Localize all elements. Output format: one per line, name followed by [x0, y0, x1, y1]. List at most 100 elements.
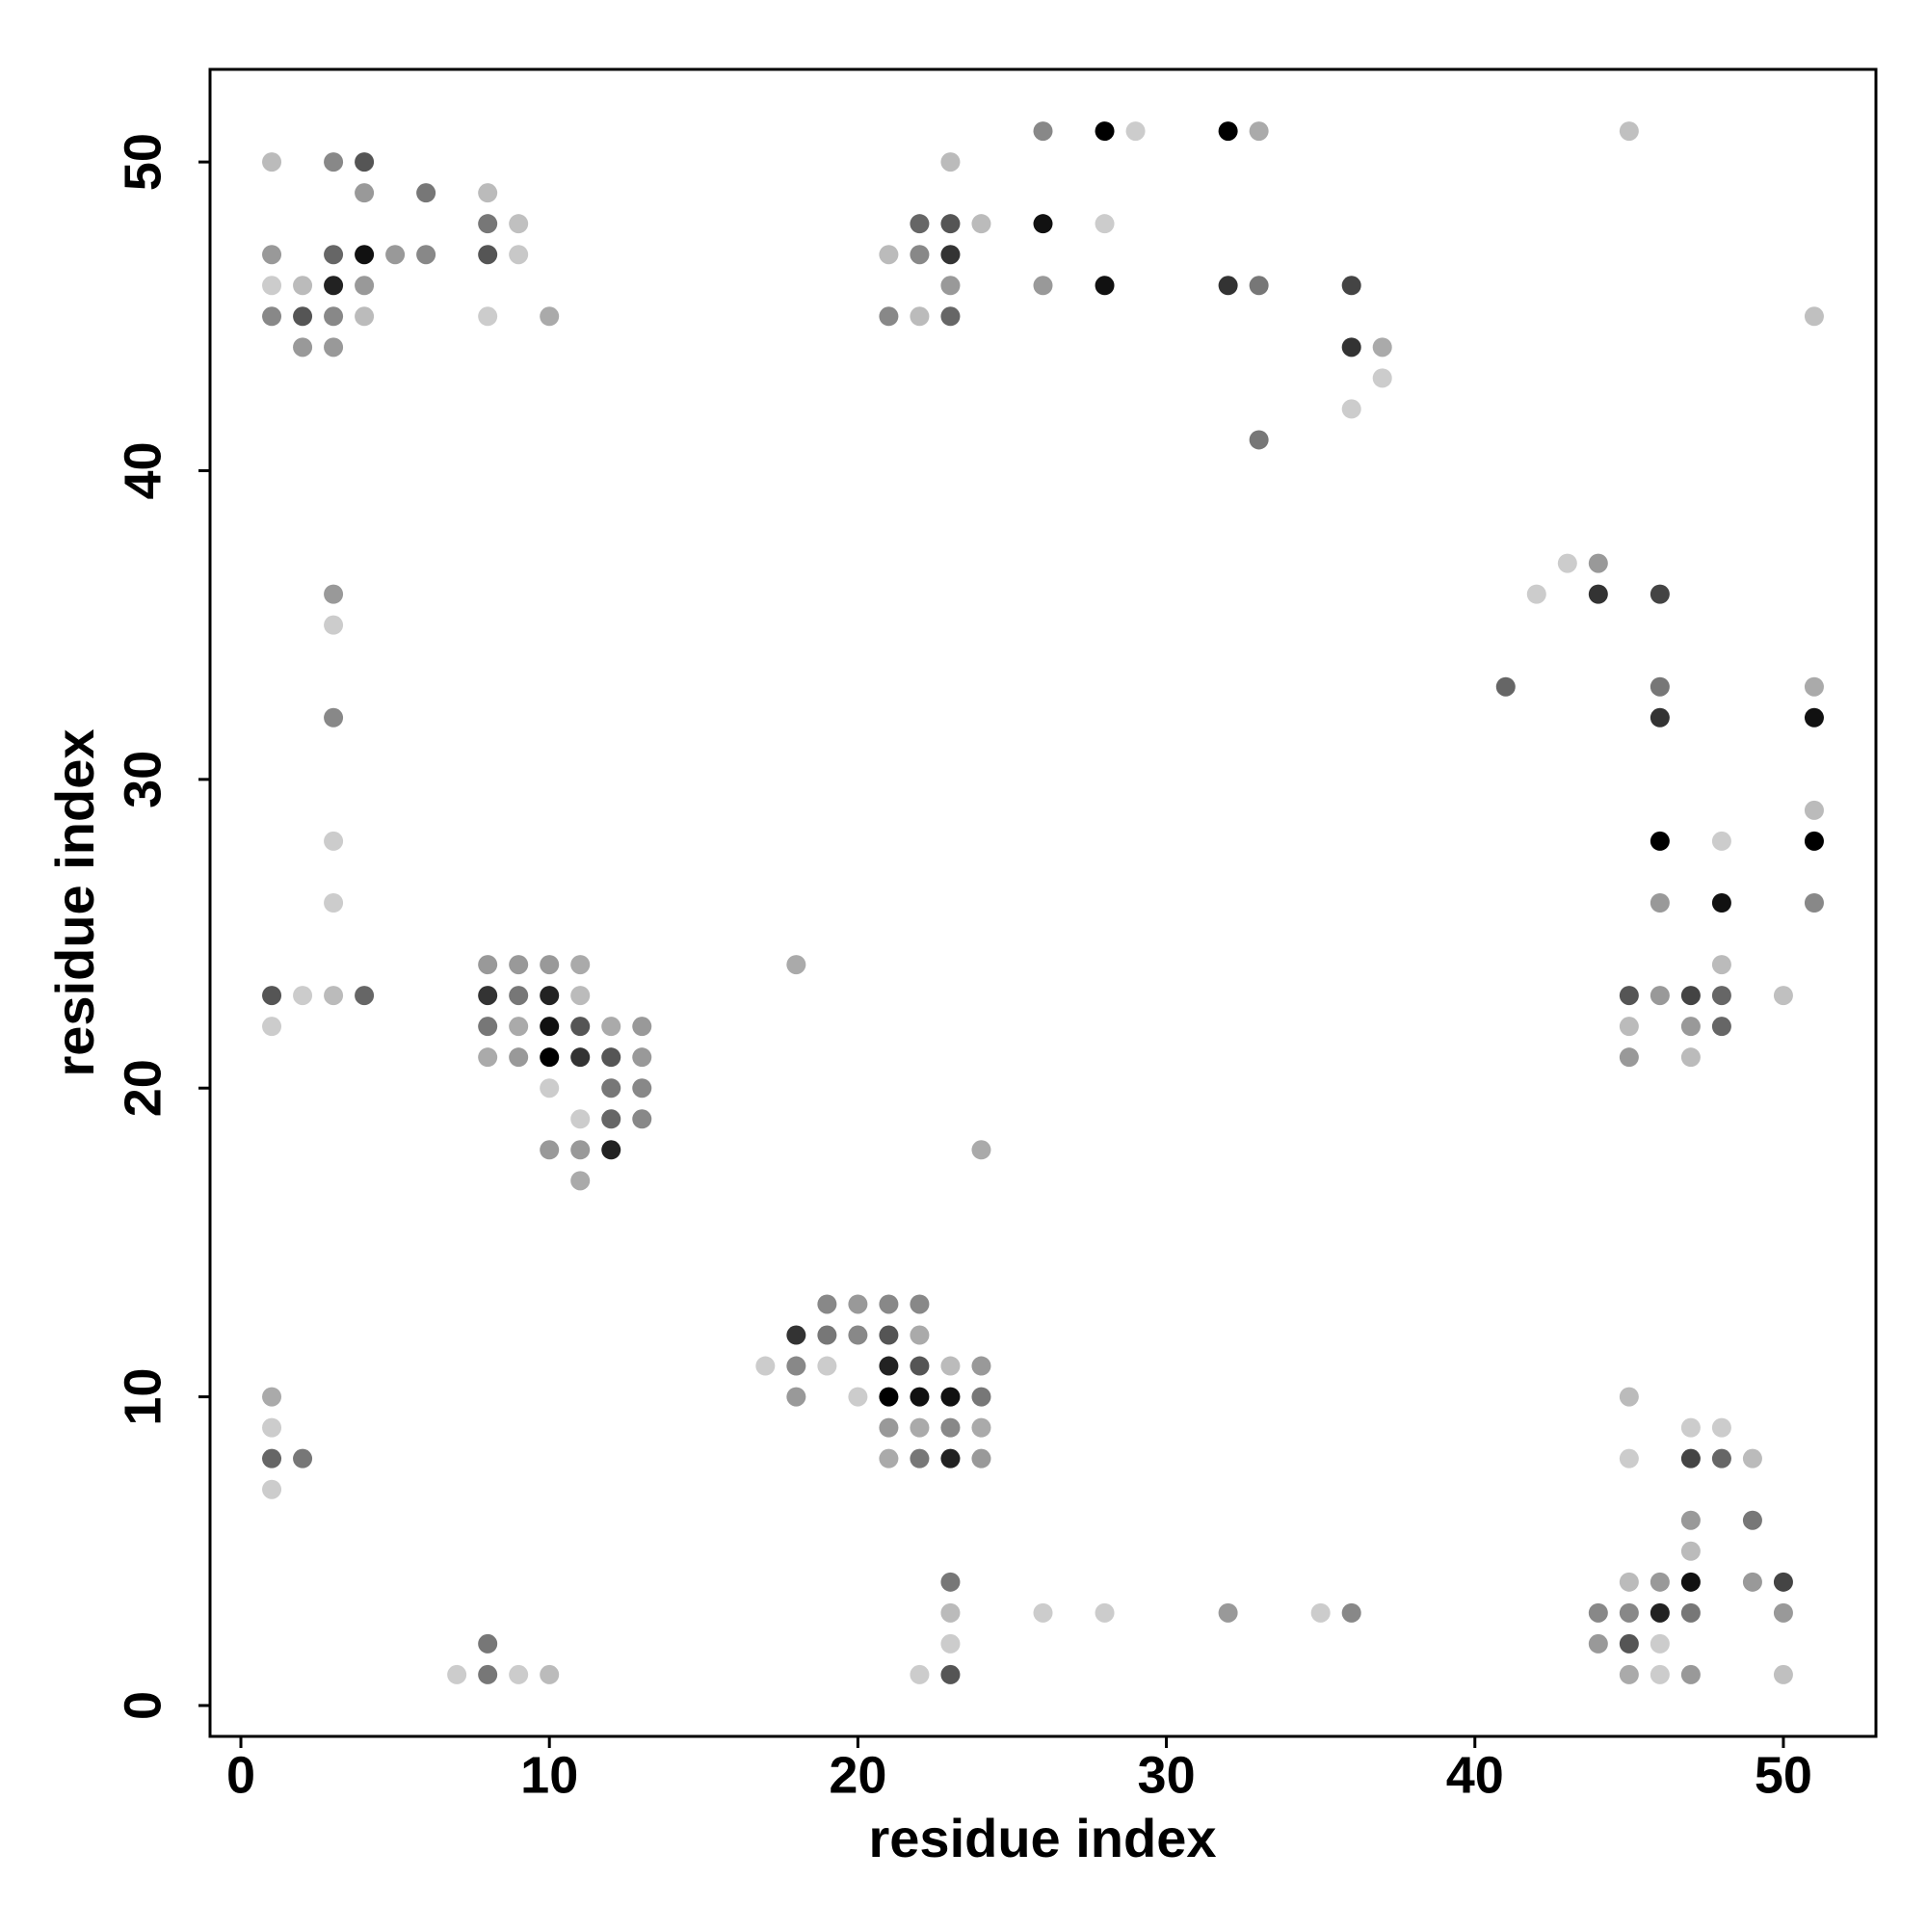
- point: [540, 1078, 560, 1098]
- point: [324, 584, 344, 604]
- point: [1680, 1541, 1701, 1561]
- point: [262, 306, 282, 327]
- point: [1711, 1017, 1731, 1037]
- point: [1619, 121, 1639, 142]
- point: [478, 245, 498, 265]
- point: [1095, 1602, 1115, 1623]
- y-axis-title: residue index: [44, 728, 105, 1076]
- point: [540, 1664, 560, 1684]
- point: [262, 1479, 282, 1499]
- point: [1588, 1602, 1608, 1623]
- point: [1650, 986, 1670, 1006]
- point: [262, 276, 282, 296]
- x-tick-label: 10: [520, 1746, 578, 1804]
- point: [478, 183, 498, 203]
- point: [910, 1325, 930, 1345]
- point: [355, 245, 375, 265]
- point: [570, 1047, 591, 1068]
- point: [293, 306, 313, 327]
- point: [324, 276, 344, 296]
- point: [601, 1078, 621, 1098]
- point: [1650, 676, 1670, 697]
- point: [385, 245, 406, 265]
- point: [1249, 276, 1269, 296]
- point: [540, 986, 560, 1006]
- point: [1619, 1448, 1639, 1469]
- point: [940, 1602, 961, 1623]
- point: [478, 1047, 498, 1068]
- point: [1619, 986, 1639, 1006]
- point: [478, 1664, 498, 1684]
- point: [1650, 1602, 1670, 1623]
- point: [324, 152, 344, 172]
- point: [1095, 214, 1115, 234]
- point: [1033, 214, 1053, 234]
- point: [1711, 1448, 1731, 1469]
- point: [1588, 1633, 1608, 1654]
- point: [355, 276, 375, 296]
- y-tick-label: 20: [114, 1059, 172, 1117]
- point: [940, 1356, 961, 1376]
- point: [478, 986, 498, 1006]
- point: [601, 1109, 621, 1129]
- point: [1773, 1664, 1793, 1684]
- point: [1588, 584, 1608, 604]
- point: [1680, 1017, 1701, 1037]
- point: [1680, 1664, 1701, 1684]
- point: [1680, 1602, 1701, 1623]
- point: [1773, 986, 1793, 1006]
- point: [1773, 1602, 1793, 1623]
- point: [879, 1294, 899, 1314]
- x-tick-label: 30: [1138, 1746, 1196, 1804]
- point: [940, 1664, 961, 1684]
- x-axis-title: residue index: [868, 1808, 1216, 1868]
- point: [478, 955, 498, 975]
- point: [786, 1356, 806, 1376]
- point: [355, 986, 375, 1006]
- point: [1742, 1572, 1762, 1592]
- point: [509, 1047, 529, 1068]
- point: [971, 1417, 991, 1438]
- point: [940, 1572, 961, 1592]
- point: [1619, 1572, 1639, 1592]
- point: [910, 1356, 930, 1376]
- point: [848, 1325, 868, 1345]
- point: [1341, 276, 1361, 296]
- point: [570, 1017, 591, 1037]
- point: [1619, 1387, 1639, 1407]
- y-tick-label: 0: [114, 1691, 172, 1720]
- x-tick-label: 0: [226, 1746, 255, 1804]
- point: [879, 245, 899, 265]
- point: [478, 1633, 498, 1654]
- point: [262, 152, 282, 172]
- point: [355, 152, 375, 172]
- point: [324, 831, 344, 851]
- point: [971, 1448, 991, 1469]
- point: [910, 1664, 930, 1684]
- point: [1711, 986, 1731, 1006]
- point: [1650, 1572, 1670, 1592]
- y-tick-label: 30: [114, 751, 172, 808]
- point: [293, 986, 313, 1006]
- point: [509, 1017, 529, 1037]
- point: [1804, 831, 1824, 851]
- point: [324, 986, 344, 1006]
- point: [1125, 121, 1146, 142]
- point: [940, 152, 961, 172]
- point: [1773, 1572, 1793, 1592]
- point: [940, 245, 961, 265]
- point: [1095, 276, 1115, 296]
- point: [416, 183, 436, 203]
- point: [817, 1325, 837, 1345]
- point: [478, 1017, 498, 1037]
- point: [1680, 986, 1701, 1006]
- point: [1804, 893, 1824, 913]
- point: [940, 1387, 961, 1407]
- point: [1650, 1664, 1670, 1684]
- point: [1341, 337, 1361, 357]
- point: [1650, 707, 1670, 728]
- point: [910, 245, 930, 265]
- point: [262, 1387, 282, 1407]
- point: [570, 1140, 591, 1160]
- point: [817, 1294, 837, 1314]
